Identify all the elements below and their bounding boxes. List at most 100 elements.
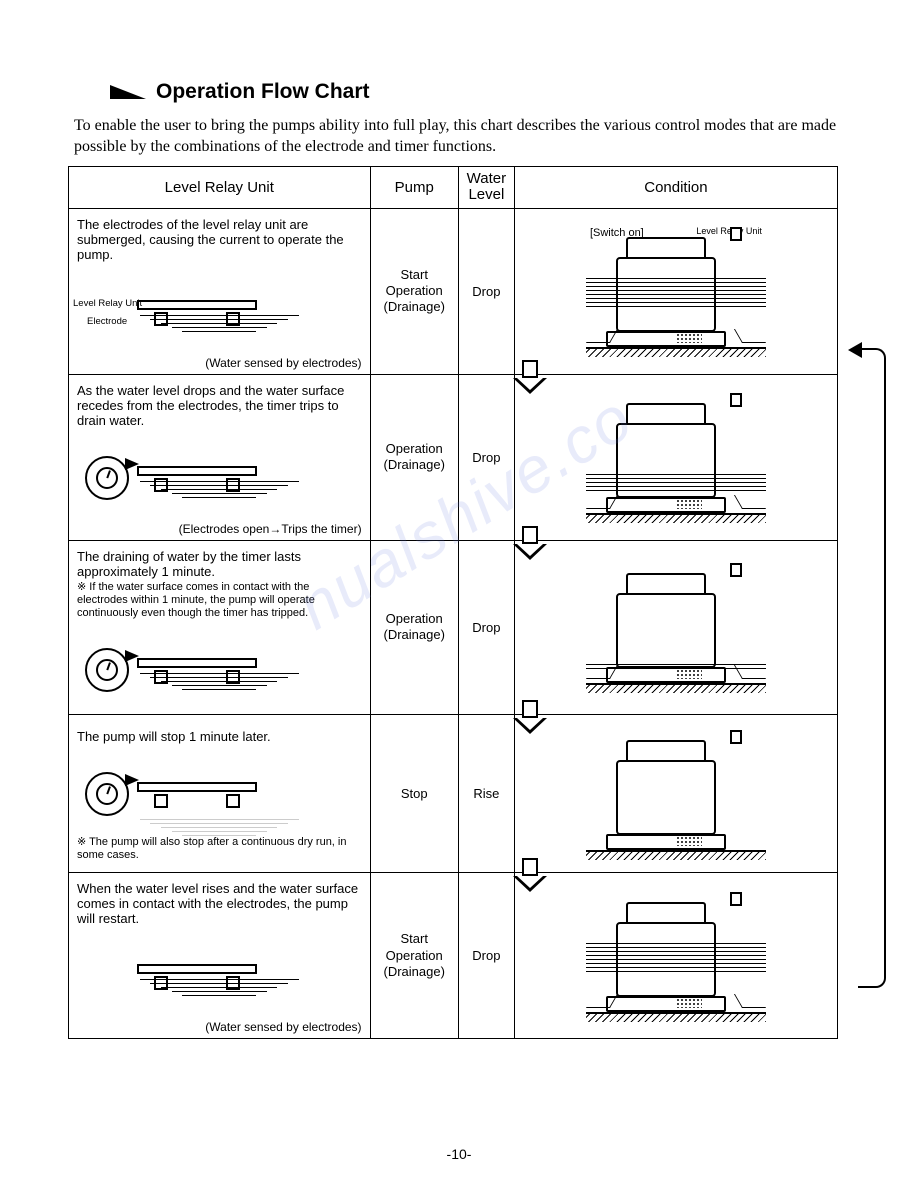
pump-outlet bbox=[730, 563, 742, 577]
relay-diagram bbox=[77, 936, 362, 1016]
relay-diagram: Level Relay UnitElectrode bbox=[77, 272, 362, 352]
pump-foot bbox=[606, 996, 726, 1012]
relay-diagram bbox=[77, 438, 362, 518]
desc-text: The pump will stop 1 minute later. bbox=[77, 729, 362, 744]
level-cell: Drop bbox=[458, 374, 514, 540]
pump-cell: StartOperation(Drainage) bbox=[370, 208, 458, 374]
pump-outlet bbox=[730, 227, 742, 241]
level-cell: Drop bbox=[458, 208, 514, 374]
desc-text: The electrodes of the level relay unit a… bbox=[77, 217, 362, 262]
relay-diagram bbox=[77, 754, 362, 834]
table-row: The pump will stop 1 minute later. ※ The… bbox=[69, 715, 838, 873]
pump-sketch bbox=[586, 892, 766, 1022]
pump-foot bbox=[606, 331, 726, 347]
down-arrow-icon bbox=[513, 526, 547, 562]
relay-diagram bbox=[77, 630, 362, 710]
ground-hatch bbox=[586, 852, 766, 860]
level-cell: Rise bbox=[458, 715, 514, 873]
flow-arrow-right-icon bbox=[734, 495, 766, 509]
table-header-row: Level Relay Unit Pump Water Level Condit… bbox=[69, 166, 838, 208]
header-level: Water Level bbox=[458, 166, 514, 208]
page-title: Operation Flow Chart bbox=[156, 80, 370, 104]
triangle-icon bbox=[110, 85, 146, 99]
table-row: The draining of water by the timer lasts… bbox=[69, 540, 838, 715]
intro-text: To enable the user to bring the pumps ab… bbox=[74, 116, 858, 158]
pump-sketch bbox=[586, 563, 766, 693]
desc-note: ※ If the water surface comes in contact … bbox=[77, 581, 362, 621]
relay-box bbox=[137, 658, 257, 668]
pump-cell: StartOperation(Drainage) bbox=[370, 873, 458, 1039]
ground-hatch bbox=[586, 1014, 766, 1022]
pump-cell: Operation(Drainage) bbox=[370, 374, 458, 540]
condition-cell: [Switch on]Level Relay Unit↑ bbox=[514, 208, 837, 374]
relay-box bbox=[137, 782, 257, 792]
desc-cell: The electrodes of the level relay unit a… bbox=[69, 208, 371, 374]
relay-box bbox=[137, 964, 257, 974]
header-pump: Pump bbox=[370, 166, 458, 208]
relay-box bbox=[137, 300, 257, 310]
table-row: The electrodes of the level relay unit a… bbox=[69, 208, 838, 374]
desc-cell: When the water level rises and the water… bbox=[69, 873, 371, 1039]
loop-arrowhead-icon bbox=[848, 342, 862, 358]
pump-body bbox=[616, 760, 716, 835]
pump-outlet bbox=[730, 393, 742, 407]
level-cell: Drop bbox=[458, 540, 514, 715]
desc-caption: (Electrodes open→Trips the timer) bbox=[77, 522, 362, 536]
header-relay: Level Relay Unit bbox=[69, 166, 371, 208]
pump-cell: Stop bbox=[370, 715, 458, 873]
title-row: Operation Flow Chart bbox=[110, 80, 858, 104]
ground-hatch bbox=[586, 685, 766, 693]
pump-grille bbox=[676, 998, 702, 1008]
water-lines bbox=[87, 816, 352, 839]
pump-grille bbox=[676, 499, 702, 509]
desc-cell: The pump will stop 1 minute later. ※ The… bbox=[69, 715, 371, 873]
desc-text: The draining of water by the timer lasts… bbox=[77, 549, 362, 579]
flow-table: Level Relay Unit Pump Water Level Condit… bbox=[68, 166, 838, 1040]
pump-outlet bbox=[730, 892, 742, 906]
condition-cell bbox=[514, 873, 837, 1039]
water-level-lines bbox=[586, 940, 766, 975]
desc-text: When the water level rises and the water… bbox=[77, 881, 362, 926]
desc-caption: (Water sensed by electrodes) bbox=[77, 1020, 362, 1034]
label-electrode: Electrode bbox=[87, 316, 127, 327]
water-level-lines bbox=[586, 275, 766, 310]
ground-hatch bbox=[586, 515, 766, 523]
flow-arrow-right-icon bbox=[734, 329, 766, 343]
pump-grille bbox=[676, 333, 702, 343]
table-row: When the water level rises and the water… bbox=[69, 873, 838, 1039]
water-level-lines bbox=[586, 471, 766, 494]
pump-sketch bbox=[586, 393, 766, 523]
pump-grille bbox=[676, 836, 702, 846]
condition-cell bbox=[514, 374, 837, 540]
page-number: -10- bbox=[447, 1146, 472, 1162]
timer-icon bbox=[85, 772, 129, 816]
desc-note2: ※ The pump will also stop after a contin… bbox=[77, 836, 362, 862]
desc-caption: (Water sensed by electrodes) bbox=[77, 356, 362, 370]
pump-foot bbox=[606, 834, 726, 850]
down-arrow-icon bbox=[513, 700, 547, 736]
desc-cell: As the water level drops and the water s… bbox=[69, 374, 371, 540]
down-arrow-icon bbox=[513, 858, 547, 894]
level-cell: Drop bbox=[458, 873, 514, 1039]
condition-cell bbox=[514, 715, 837, 873]
pump-sketch: [Switch on]Level Relay Unit↑ bbox=[586, 227, 766, 357]
pump-cell: Operation(Drainage) bbox=[370, 540, 458, 715]
header-condition: Condition bbox=[514, 166, 837, 208]
water-lines bbox=[87, 976, 352, 999]
ground-hatch bbox=[586, 349, 766, 357]
condition-cell bbox=[514, 540, 837, 715]
loop-arrow bbox=[858, 348, 886, 988]
pump-sketch bbox=[586, 730, 766, 860]
desc-text: As the water level drops and the water s… bbox=[77, 383, 362, 428]
water-lines bbox=[87, 670, 352, 693]
pump-body bbox=[616, 593, 716, 668]
water-lines bbox=[87, 478, 352, 501]
table-row: As the water level drops and the water s… bbox=[69, 374, 838, 540]
pump-outlet bbox=[730, 730, 742, 744]
desc-cell: The draining of water by the timer lasts… bbox=[69, 540, 371, 715]
pump-foot bbox=[606, 497, 726, 513]
relay-box bbox=[137, 466, 257, 476]
down-arrow-icon bbox=[513, 360, 547, 396]
flow-arrow-right-icon bbox=[734, 994, 766, 1008]
label-relay: Level Relay Unit bbox=[73, 298, 142, 309]
